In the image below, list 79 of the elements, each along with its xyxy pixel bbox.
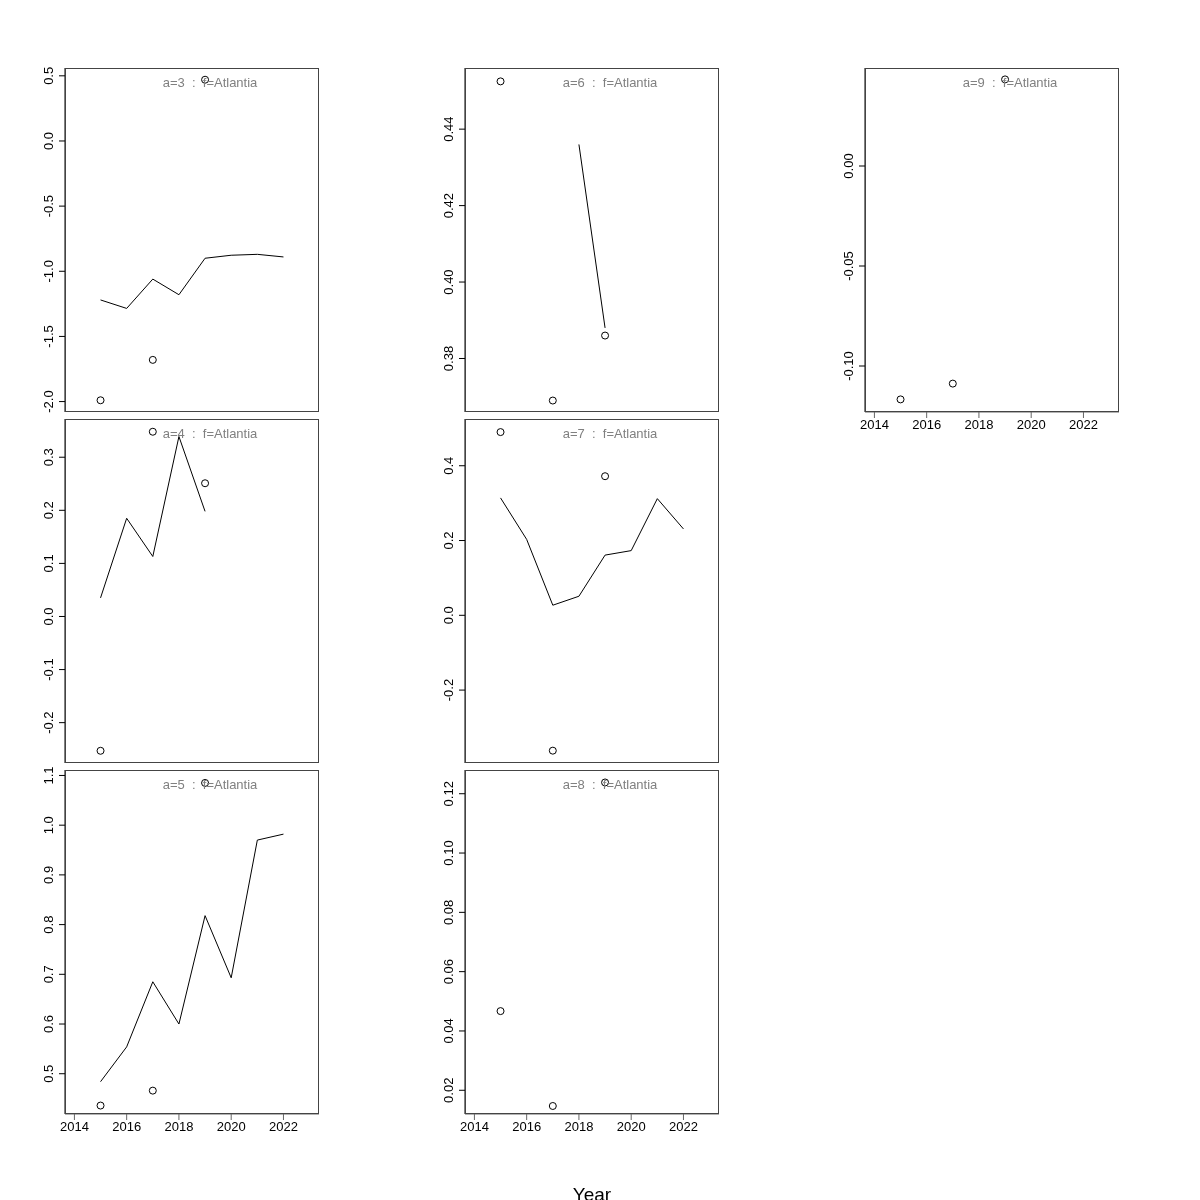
y-tick-label: 0.02 — [441, 1077, 456, 1103]
y-tick-label: -0.2 — [41, 711, 56, 734]
y-tick-label: 0.2 — [441, 531, 456, 550]
y-tick-label: -0.05 — [841, 251, 856, 281]
y-tick-label: 0.44 — [441, 116, 456, 142]
x-tick-label: 2022 — [669, 1119, 698, 1135]
y-tick-label: 0.06 — [441, 959, 456, 985]
x-tick-label: 2014 — [59, 1119, 89, 1135]
y-tick-label: 0.2 — [41, 501, 56, 520]
x-tick-label: 2018 — [964, 417, 994, 433]
text: a=3 : f=Atlantia — [161, 75, 259, 90]
x-tick-label: 2018 — [564, 1119, 594, 1135]
point — [601, 331, 610, 340]
y-tick-label: -0.1 — [41, 658, 56, 681]
line-series — [100, 833, 284, 1083]
y-tick-label: 0.0 — [41, 131, 56, 151]
y-tick-label: 0.42 — [441, 192, 456, 219]
x-tick-label: 2020 — [216, 1119, 246, 1135]
y-tick-label: -2.0 — [41, 390, 56, 413]
y-tick-label: 0.4 — [441, 456, 456, 475]
point — [96, 396, 105, 405]
text: a=9 : f=Atlantia — [961, 75, 1059, 90]
point — [548, 1101, 557, 1110]
y-tick-label: 0.5 — [41, 1064, 56, 1083]
x-tick-label: 2014 — [459, 1119, 489, 1135]
point — [496, 428, 505, 437]
point — [896, 395, 905, 404]
text: a=7 : f=Atlantia — [561, 426, 659, 441]
y-tick-label: -0.5 — [41, 194, 56, 218]
point — [948, 379, 957, 388]
y-tick-label: 1.0 — [41, 816, 56, 835]
text: a=4 : f=Atlantia — [161, 426, 259, 441]
y-tick-label: -1.5 — [41, 325, 56, 348]
x-tick-label: 2014 — [859, 417, 889, 433]
y-tick-label: -0.10 — [841, 351, 856, 381]
x-tick-label: 2022 — [269, 1119, 298, 1135]
y-tick-label: 0.04 — [441, 1018, 456, 1044]
point — [148, 355, 157, 364]
line-series — [500, 497, 684, 606]
y-tick-label: 0.40 — [441, 269, 456, 295]
y-tick-label: 0.38 — [441, 345, 456, 372]
line-series — [100, 436, 206, 599]
point — [201, 479, 210, 488]
point — [496, 1007, 505, 1016]
y-tick-label: 0.0 — [441, 606, 456, 625]
point — [548, 396, 557, 405]
y-tick-label: 0.6 — [41, 1014, 56, 1034]
line-series — [100, 253, 284, 309]
y-tick-label: 0.08 — [441, 899, 456, 925]
x-tick-label: 2020 — [1016, 417, 1046, 433]
point — [96, 746, 105, 755]
y-tick-label: 0.12 — [441, 781, 456, 807]
point — [148, 427, 157, 436]
point — [96, 1101, 105, 1110]
point — [496, 77, 505, 86]
y-tick-label: 0.3 — [41, 448, 56, 467]
x-tick-label: 2020 — [616, 1119, 646, 1135]
y-tick-label: 0.5 — [41, 66, 56, 85]
y-tick-label: 1.1 — [41, 766, 56, 785]
x-tick-label: 2016 — [912, 417, 942, 433]
text: a=6 : f=Atlantia — [561, 75, 659, 90]
y-tick-label: 0.1 — [41, 554, 56, 573]
y-tick-label: 0.00 — [841, 153, 856, 179]
x-tick-label: 2016 — [512, 1119, 542, 1135]
text: a=8 : f=Atlantia — [561, 777, 659, 792]
y-tick-label: -0.2 — [441, 678, 456, 702]
text: a=5 : f=Atlantia — [161, 777, 259, 792]
point — [548, 746, 557, 755]
y-tick-label: 0.7 — [41, 965, 56, 984]
y-tick-label: -1.0 — [41, 260, 56, 283]
y-tick-label: 0.9 — [41, 865, 56, 884]
y-tick-label: 0.10 — [441, 840, 456, 866]
y-tick-label: 0.8 — [41, 915, 56, 934]
y-tick-label: 0.0 — [41, 607, 56, 626]
x-tick-label: 2022 — [1069, 417, 1098, 433]
point — [601, 472, 610, 481]
x-tick-label: 2018 — [164, 1119, 194, 1135]
x-tick-label: 2016 — [112, 1119, 142, 1135]
point — [148, 1086, 157, 1095]
